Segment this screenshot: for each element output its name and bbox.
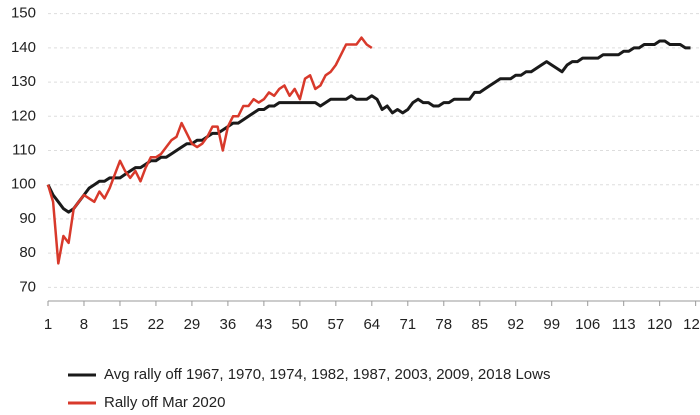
x-tick-label: 22 — [148, 316, 165, 333]
x-tick-label: 92 — [507, 316, 524, 333]
x-tick-label: 120 — [647, 316, 672, 333]
x-tick-label: 50 — [292, 316, 309, 333]
y-tick-label: 120 — [11, 107, 36, 124]
x-tick-label: 113 — [612, 316, 636, 333]
y-tick-label: 110 — [12, 141, 36, 158]
series-line — [46, 36, 373, 265]
x-tick-label: 43 — [256, 316, 273, 333]
x-tick-label: 64 — [363, 316, 380, 333]
legend-label: Avg rally off 1967, 1970, 1974, 1982, 19… — [104, 366, 550, 383]
x-tick-label: 1 — [44, 316, 52, 333]
y-tick-label: 150 — [11, 5, 36, 22]
x-tick-label: 71 — [399, 316, 416, 333]
x-tick-label: 99 — [543, 316, 560, 333]
y-tick-label: 130 — [11, 73, 36, 90]
x-tick-label: 15 — [112, 316, 129, 333]
x-tick-label: 85 — [471, 316, 488, 333]
x-tick-label: 36 — [220, 316, 237, 333]
y-tick-label: 100 — [11, 176, 36, 193]
y-tick-label: 140 — [11, 39, 36, 56]
x-tick-label: 29 — [184, 316, 201, 333]
x-tick-label: 127 — [683, 316, 700, 333]
x-tick-label: 106 — [575, 316, 600, 333]
y-tick-label: 80 — [19, 244, 36, 261]
x-tick-label: 8 — [80, 316, 88, 333]
x-tick-label: 57 — [327, 316, 344, 333]
y-tick-label: 90 — [19, 210, 36, 227]
series-line — [46, 39, 691, 214]
y-tick-label: 70 — [19, 278, 36, 295]
x-tick-label: 78 — [435, 316, 452, 333]
legend-label: Rally off Mar 2020 — [104, 394, 225, 411]
